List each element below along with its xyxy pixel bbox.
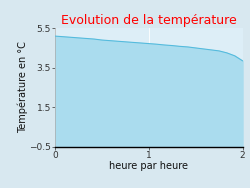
Title: Evolution de la température: Evolution de la température [61,14,236,27]
X-axis label: heure par heure: heure par heure [109,161,188,171]
Y-axis label: Température en °C: Température en °C [17,42,28,133]
